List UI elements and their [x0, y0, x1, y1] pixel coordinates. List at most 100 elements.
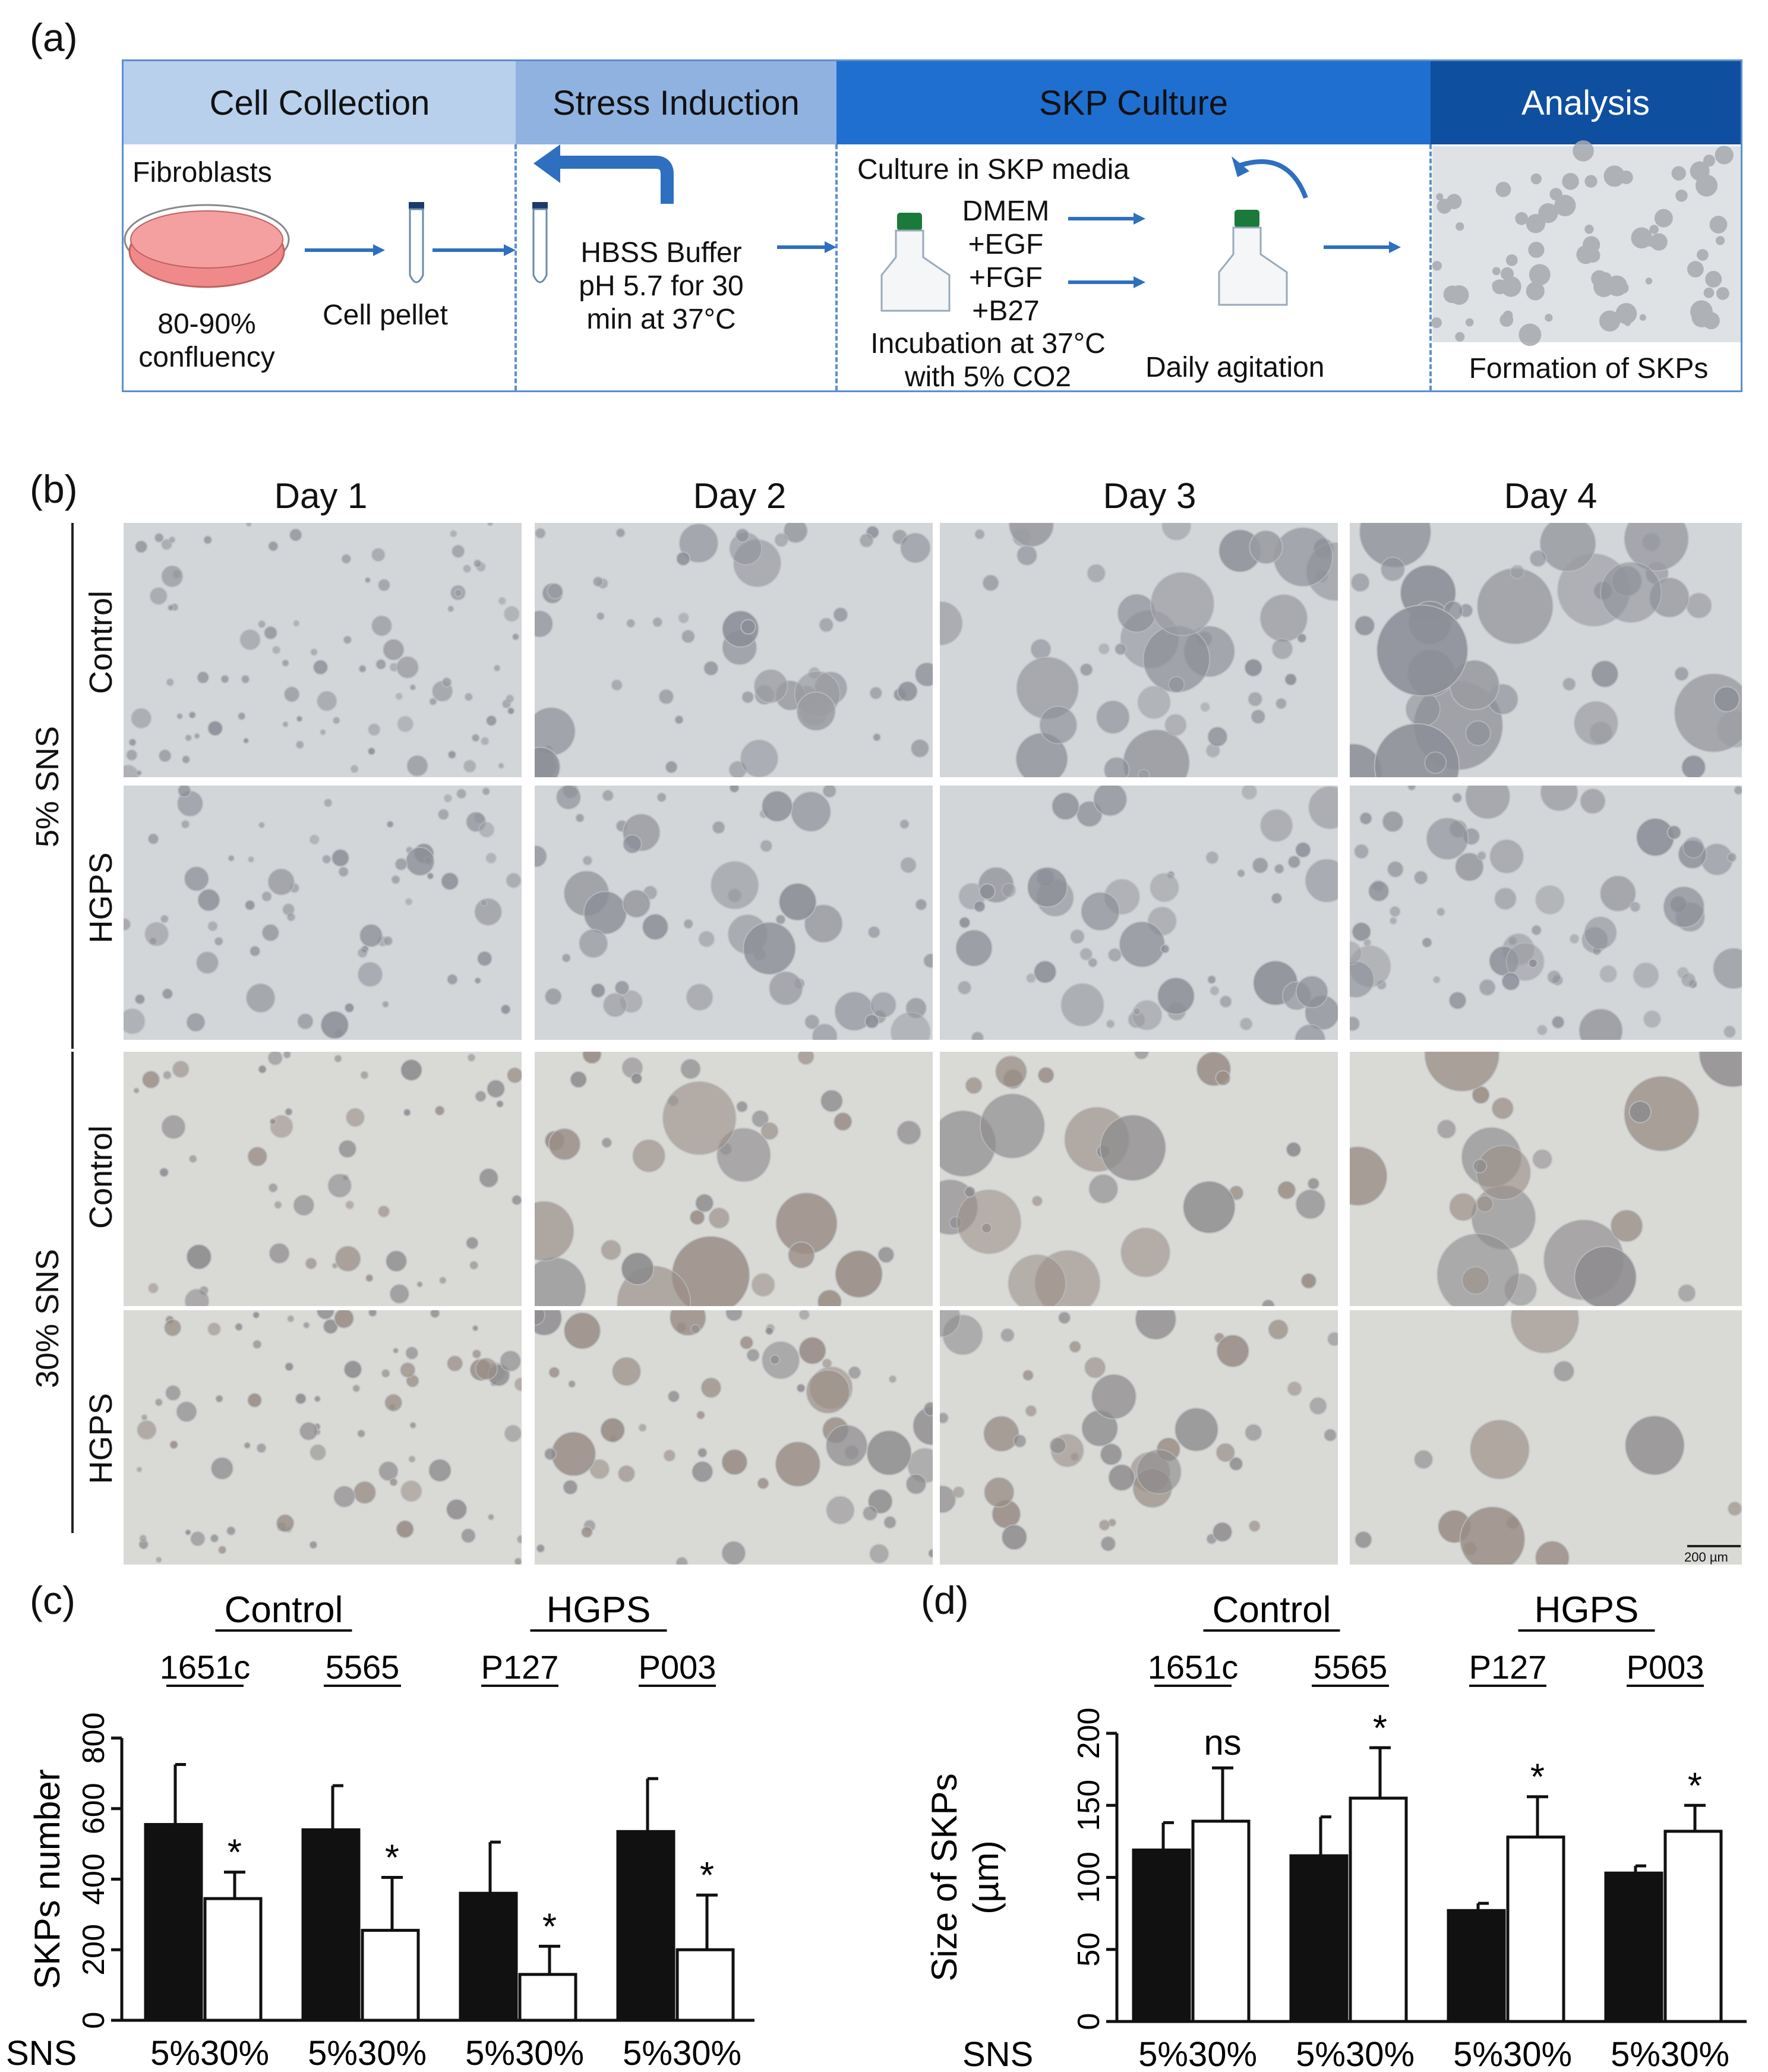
colony: [1209, 985, 1220, 996]
colony: [1119, 921, 1166, 968]
colony: [1436, 1119, 1457, 1139]
colony: [1182, 1181, 1236, 1234]
colony: [622, 889, 651, 918]
colony: [299, 1421, 318, 1441]
cell-line-label: 5565: [1314, 1648, 1388, 1686]
colony-dot: [1647, 240, 1655, 247]
colony: [768, 971, 803, 1006]
colony: [244, 900, 255, 911]
colony: [578, 928, 608, 958]
day-1-label: Day 1: [274, 476, 368, 516]
colony: [1296, 633, 1307, 644]
colony: [1590, 660, 1619, 688]
colony: [1229, 1456, 1243, 1471]
colony: [804, 1014, 820, 1030]
colony-dot: [1709, 216, 1728, 234]
colony: [454, 588, 463, 598]
bar: [361, 1929, 420, 2022]
colony: [940, 1485, 956, 1514]
colony: [1382, 810, 1404, 832]
y-tick-label: 800: [77, 1713, 111, 1764]
colony-dot: [1545, 314, 1553, 322]
colony: [220, 674, 230, 684]
colony: [511, 1194, 522, 1206]
colony: [252, 1339, 262, 1349]
colony: [1677, 1283, 1697, 1303]
colony: [1352, 922, 1372, 942]
colony: [312, 659, 329, 675]
micrograph: [124, 1310, 522, 1565]
colony: [1573, 701, 1619, 746]
colony: [147, 1282, 159, 1294]
colony: [506, 872, 522, 889]
colony: [940, 1310, 961, 1338]
group-label: HGPS: [547, 1590, 651, 1631]
colony: [133, 1087, 140, 1094]
colony-dot: [1432, 261, 1442, 271]
colony: [712, 821, 725, 834]
colony: [1424, 1052, 1500, 1092]
colony: [1108, 1464, 1135, 1491]
formation-label: Formation of SKPs: [1469, 353, 1709, 384]
colony: [296, 1013, 314, 1030]
colony: [899, 856, 917, 873]
y-axis-label: Size of SKPs: [924, 1773, 964, 1981]
header-skp-culture: SKP Culture: [836, 61, 1431, 144]
colony: [721, 1540, 746, 1565]
colony: [438, 1276, 447, 1285]
colony-dot: [1615, 302, 1637, 324]
colony: [472, 1349, 482, 1359]
colony: [675, 551, 691, 566]
colony-dot: [1492, 280, 1503, 291]
colony: [1080, 891, 1120, 931]
colony: [343, 1360, 362, 1379]
group-bracket: [71, 523, 74, 1049]
colony: [1088, 1174, 1119, 1204]
colony: [495, 1100, 504, 1108]
colony: [751, 1109, 769, 1128]
colony: [1454, 852, 1484, 882]
colony: [1465, 720, 1491, 746]
x-tick-label: 30%: [673, 2034, 741, 2072]
colony: [582, 1052, 602, 1064]
colony: [176, 712, 184, 720]
group-label: HGPS: [1535, 1590, 1639, 1631]
colony: [825, 1424, 868, 1467]
colony: [563, 1480, 578, 1495]
colony: [217, 1545, 227, 1554]
colony: [394, 857, 408, 871]
colony: [389, 1477, 398, 1487]
bar: [1289, 1854, 1349, 2023]
colony: [698, 931, 715, 948]
colony: [302, 1321, 310, 1329]
colony: [273, 1200, 283, 1209]
colony: [689, 1209, 705, 1225]
colony: [512, 633, 520, 641]
colony: [981, 1222, 992, 1234]
x-tick-label: 5%: [150, 2034, 200, 2072]
group-bracket: [71, 1052, 74, 1533]
colony: [592, 576, 604, 587]
colony: [159, 1167, 169, 1178]
x-tick-label: 5%: [308, 2034, 358, 2072]
colony: [1712, 947, 1742, 989]
y-tick-label: 600: [77, 1783, 111, 1834]
colony: [1135, 1310, 1177, 1341]
colony: [268, 1182, 279, 1193]
panel-c-label: (c): [30, 1578, 75, 1622]
colony: [739, 1335, 754, 1350]
colony: [1359, 812, 1373, 825]
colony: [1633, 961, 1660, 989]
colony: [295, 1393, 307, 1405]
colony: [364, 576, 371, 584]
colony: [257, 620, 266, 629]
colony: [252, 1311, 260, 1319]
colony: [915, 898, 927, 911]
colony: [1469, 1419, 1530, 1480]
colony: [271, 645, 281, 655]
colony: [1501, 972, 1520, 991]
micrograph: [1350, 523, 1742, 777]
colony: [888, 1374, 897, 1384]
colony: [696, 1410, 706, 1420]
colony: [638, 1423, 647, 1433]
